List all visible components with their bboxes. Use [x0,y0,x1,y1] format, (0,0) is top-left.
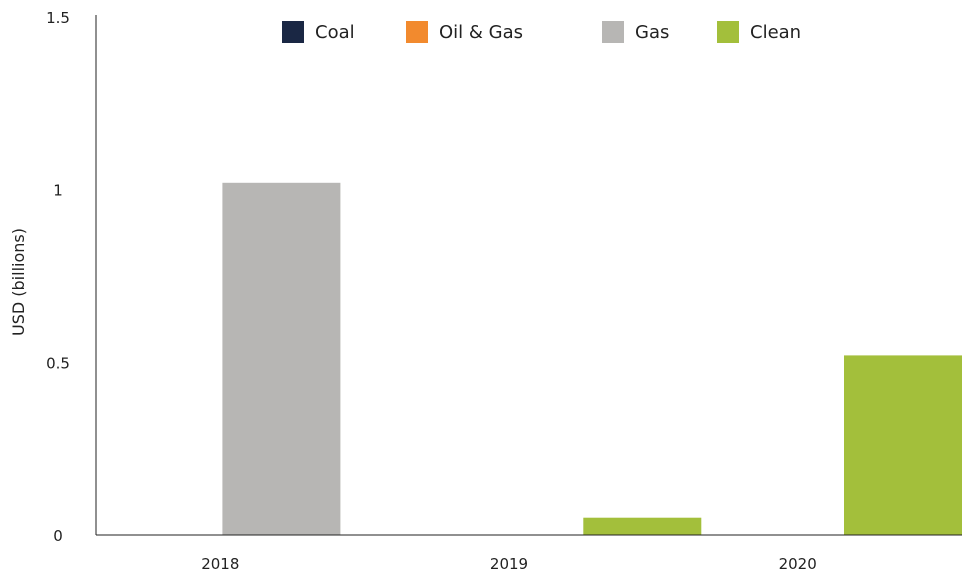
legend-label-clean: Clean [750,22,801,43]
legend-label-coal: Coal [315,22,355,43]
legend-label-gas: Gas [635,22,669,43]
y-tick-label: 1 [53,182,63,200]
y-axis-label: USD (billions) [9,228,28,336]
legend-swatch-gas [602,21,624,43]
y-tick-label: 0 [53,527,63,545]
legend: Coal Oil & Gas Gas Clean [282,21,801,43]
legend-swatch-oil-gas [406,21,428,43]
bar-clean-2019 [583,517,702,535]
x-tick-label-2018: 2018 [201,555,239,573]
x-tick-label-2019: 2019 [490,555,528,573]
legend-swatch-coal [282,21,304,43]
axes-group: 0 0.5 1 1.5 2018 2019 2020 [46,9,962,573]
x-tick-label-2020: 2020 [779,555,817,573]
y-tick-label: 0.5 [46,354,70,372]
legend-label-oil-gas: Oil & Gas [439,22,523,43]
legend-swatch-clean [717,21,739,43]
y-tick-label: 1.5 [46,9,70,27]
bars-group [222,182,962,536]
bar-clean-2020 [844,355,962,535]
bar-gas-2018 [222,182,341,536]
